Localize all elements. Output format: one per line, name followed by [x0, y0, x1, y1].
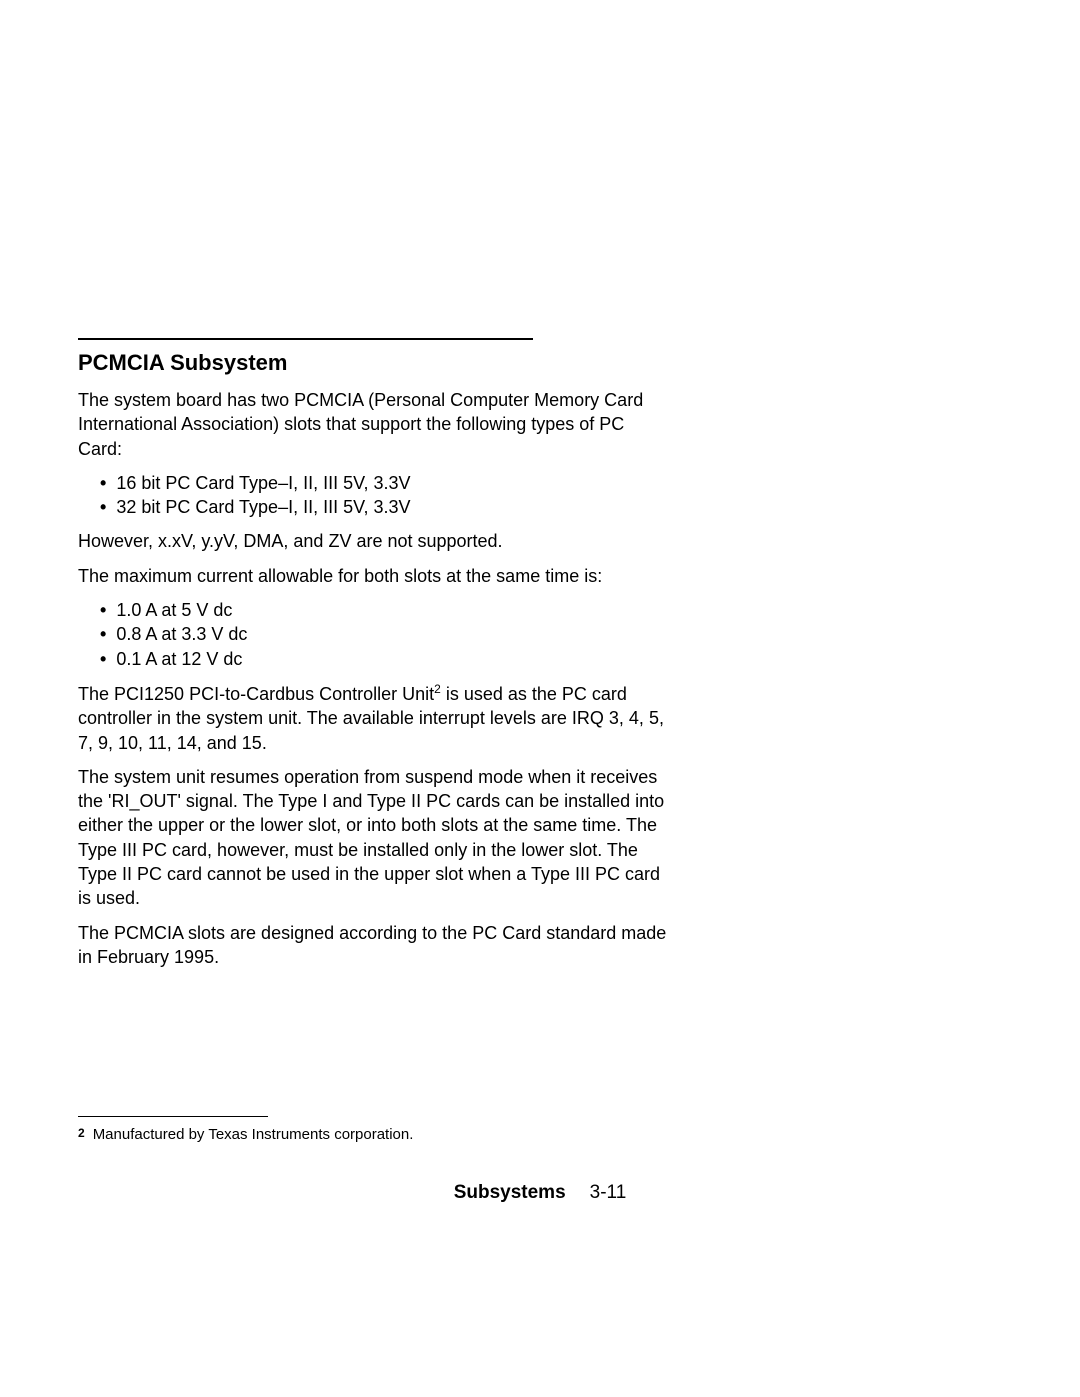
- page-content: PCMCIA Subsystem The system board has tw…: [78, 338, 668, 979]
- footnote-rule: [78, 1116, 268, 1117]
- max-current-intro: The maximum current allowable for both s…: [78, 564, 668, 588]
- controller-paragraph: The PCI1250 PCI-to-Cardbus Controller Un…: [78, 681, 668, 755]
- list-item: 0.1 A at 12 V dc: [100, 647, 668, 671]
- unsupported-paragraph: However, x.xV, y.yV, DMA, and ZV are not…: [78, 529, 668, 553]
- footnote-number: 2: [78, 1126, 85, 1140]
- footnote-reference: 2: [434, 682, 441, 696]
- section-rule: [78, 338, 533, 340]
- list-item: 32 bit PC Card Type–I, II, III 5V, 3.3V: [100, 495, 668, 519]
- resume-paragraph: The system unit resumes operation from s…: [78, 765, 668, 911]
- list-item: 1.0 A at 5 V dc: [100, 598, 668, 622]
- max-current-list: 1.0 A at 5 V dc 0.8 A at 3.3 V dc 0.1 A …: [100, 598, 668, 671]
- footer-page-number: 3-11: [590, 1182, 627, 1203]
- footer-section-label: Subsystems: [454, 1182, 566, 1203]
- footnote: 2 Manufactured by Texas Instruments corpo…: [78, 1126, 413, 1143]
- controller-text-pre: The PCI1250 PCI-to-Cardbus Controller Un…: [78, 684, 434, 704]
- section-title: PCMCIA Subsystem: [78, 350, 668, 376]
- page-footer: Subsystems 3-11: [0, 1182, 1080, 1204]
- list-item: 16 bit PC Card Type–I, II, III 5V, 3.3V: [100, 471, 668, 495]
- card-types-list: 16 bit PC Card Type–I, II, III 5V, 3.3V …: [100, 471, 668, 520]
- intro-paragraph: The system board has two PCMCIA (Persona…: [78, 388, 668, 461]
- footnote-text: Manufactured by Texas Instruments corpor…: [93, 1126, 414, 1143]
- standard-paragraph: The PCMCIA slots are designed according …: [78, 921, 668, 970]
- list-item: 0.8 A at 3.3 V dc: [100, 622, 668, 646]
